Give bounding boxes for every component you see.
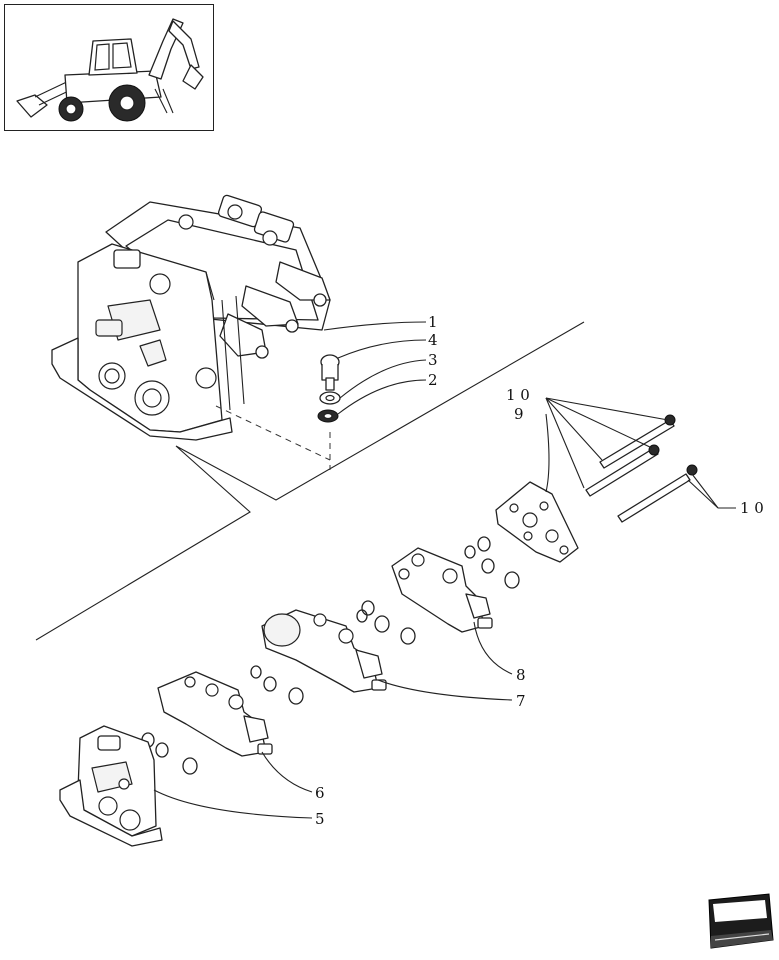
leader-lines bbox=[153, 321, 736, 819]
callout-5: 5 bbox=[315, 810, 325, 828]
callout-3: 3 bbox=[428, 351, 438, 369]
backhoe-loader-icon bbox=[16, 18, 204, 122]
callout-labels: 1 4 3 2 1 0 9 1 0 8 7 6 5 bbox=[315, 313, 764, 828]
callout-10-top: 1 0 bbox=[506, 386, 530, 404]
seal-washer-part[interactable] bbox=[317, 409, 339, 423]
valve-section-6[interactable] bbox=[157, 671, 273, 757]
machine-thumbnail[interactable] bbox=[4, 4, 214, 131]
inlet-section-5[interactable] bbox=[59, 725, 163, 847]
section-divider-line bbox=[35, 321, 585, 641]
tie-rod-set[interactable] bbox=[585, 414, 698, 523]
washer-part[interactable] bbox=[319, 391, 341, 405]
valve-section-8[interactable] bbox=[391, 547, 493, 633]
valve-section-7[interactable] bbox=[261, 609, 387, 693]
callout-6: 6 bbox=[315, 784, 325, 802]
callout-1: 1 bbox=[428, 313, 438, 331]
callout-9: 9 bbox=[514, 405, 524, 423]
assembled-control-valve[interactable] bbox=[51, 194, 331, 441]
callout-2: 2 bbox=[428, 371, 438, 389]
end-plate-part[interactable] bbox=[495, 481, 579, 563]
callout-10-right: 1 0 bbox=[740, 499, 764, 517]
callout-4: 4 bbox=[428, 331, 438, 349]
bolt-part[interactable] bbox=[320, 354, 340, 391]
book-nav-icon[interactable] bbox=[703, 892, 775, 954]
callout-8: 8 bbox=[516, 666, 526, 684]
callout-7: 7 bbox=[516, 692, 526, 710]
